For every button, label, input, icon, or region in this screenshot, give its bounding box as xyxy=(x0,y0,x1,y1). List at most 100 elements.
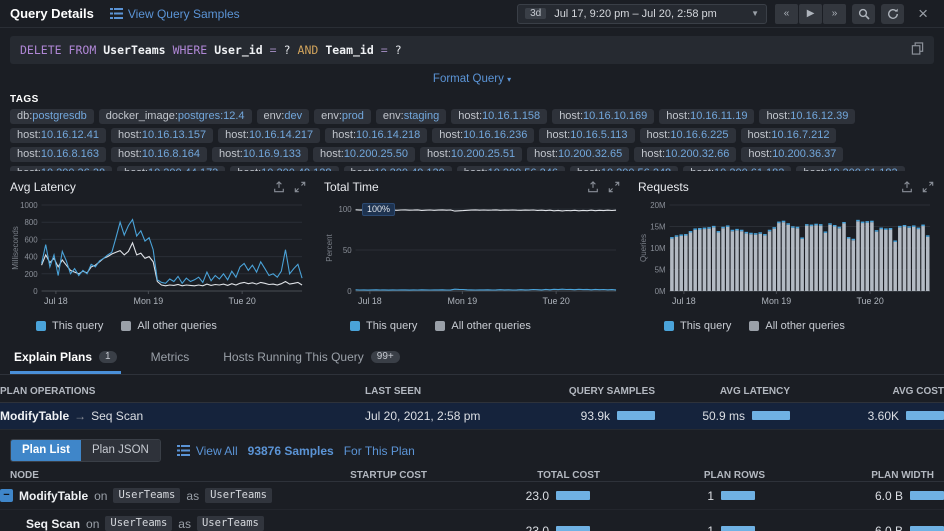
tag-pill[interactable]: host:10.16.12.41 xyxy=(10,128,106,143)
svg-text:15M: 15M xyxy=(650,222,665,231)
view-all-samples-link[interactable]: View All 93876 Samples For This Plan xyxy=(176,444,415,458)
tab-explain-plans[interactable]: Explain Plans 1 xyxy=(10,341,121,374)
query-samples-value: 93.9k xyxy=(580,409,610,423)
value-badge: 100% xyxy=(362,203,396,216)
legend-item[interactable]: This query xyxy=(36,320,103,332)
tag-pill[interactable]: host:10.200.49.129 xyxy=(343,166,452,171)
export-icon[interactable] xyxy=(273,181,285,193)
svg-text:Tue 20: Tue 20 xyxy=(542,296,569,306)
sql-token: AND xyxy=(297,43,319,57)
node-row-modifytable[interactable]: − ModifyTable on UserTeams as UserTeams … xyxy=(0,482,944,510)
collapse-toggle[interactable]: − xyxy=(0,489,13,502)
tag-pill[interactable]: host:10.16.8.164 xyxy=(110,147,207,162)
chevron-down-icon: ▼ xyxy=(751,9,760,18)
close-button[interactable]: × xyxy=(912,4,934,23)
zoom-button[interactable] xyxy=(852,3,876,24)
svg-text:600: 600 xyxy=(24,235,38,244)
tag-pill[interactable]: db:postgresdb xyxy=(10,109,94,124)
tag-pill[interactable]: host:10.200.36.37 xyxy=(741,147,844,162)
tag-pill[interactable]: env:dev xyxy=(256,109,310,124)
node-row-seqscan[interactable]: Seq Scan on UserTeams as UserTeams Filte… xyxy=(0,510,944,531)
time-range-select[interactable]: 3d Jul 17, 9:20 pm – Jul 20, 2:58 pm ▼ xyxy=(517,3,768,24)
chart-total-time: Total Time 0 50 100 Percent Jul 18 Mon 19 Tue … xyxy=(324,180,620,332)
refresh-icon xyxy=(887,8,898,19)
tag-pill[interactable]: host:10.200.44.173 xyxy=(117,166,226,171)
refresh-button[interactable] xyxy=(881,3,905,24)
plan-table-row[interactable]: ModifyTable → Seq Scan Jul 20, 2021, 2:58 … xyxy=(0,403,944,430)
export-icon[interactable] xyxy=(901,181,913,193)
tag-pill[interactable]: host:10.16.14.217 xyxy=(218,128,321,143)
tag-pill[interactable]: env:prod xyxy=(314,109,371,124)
keyword-as: as xyxy=(186,488,200,503)
svg-text:800: 800 xyxy=(24,218,38,227)
chart-legend: This query All other queries xyxy=(324,320,620,332)
copy-query-button[interactable] xyxy=(911,42,924,58)
expand-icon[interactable] xyxy=(922,181,934,193)
col-last-seen: LAST SEEN xyxy=(365,386,422,397)
tab-label: Hosts Running This Query xyxy=(223,350,364,364)
chart-canvas[interactable]: 0 50 100 Percent Jul 18 Mon 19 Tue 20 xyxy=(324,195,620,319)
step-forward-button[interactable]: » xyxy=(823,3,847,24)
legend-swatch xyxy=(350,321,360,331)
plan-op-name: ModifyTable xyxy=(0,409,70,423)
tag-pill[interactable]: host:10.16.8.163 xyxy=(10,147,106,162)
legend-item[interactable]: All other queries xyxy=(435,320,531,332)
expand-icon[interactable] xyxy=(608,181,620,193)
chart-title: Requests xyxy=(638,180,689,194)
plan-rows-bar xyxy=(721,490,755,500)
chart-canvas[interactable]: 0 200 400 600 800 1000 Milliseconds Jul 18 Mon 1… xyxy=(10,195,306,319)
svg-text:50: 50 xyxy=(343,246,352,255)
export-icon[interactable] xyxy=(587,181,599,193)
tag-pill[interactable]: host:10.16.6.225 xyxy=(639,128,736,143)
tag-pill[interactable]: host:10.200.25.50 xyxy=(312,147,416,162)
tag-pill[interactable]: host:10.16.13.157 xyxy=(110,128,214,143)
step-back-button[interactable]: « xyxy=(775,3,799,24)
tab-metrics[interactable]: Metrics xyxy=(147,341,194,374)
tag-pill[interactable]: docker_image:postgres:12.4 xyxy=(98,109,252,124)
tag-pill[interactable]: host:10.16.12.39 xyxy=(759,109,856,124)
legend-item[interactable]: All other queries xyxy=(749,320,845,332)
sql-token: = xyxy=(269,43,277,57)
tab-label: Explain Plans xyxy=(14,350,93,364)
sql-token: Team_id xyxy=(325,43,374,57)
plan-json-button[interactable]: Plan JSON xyxy=(80,440,160,461)
play-button[interactable]: ▶ xyxy=(799,3,823,24)
legend-item[interactable]: This query xyxy=(350,320,417,332)
tag-pill[interactable]: host:10.200.56.248 xyxy=(569,166,679,171)
tag-pill[interactable]: host:10.200.32.66 xyxy=(634,147,737,162)
tag-pill[interactable]: host:10.200.32.65 xyxy=(527,147,630,162)
tag-pill[interactable]: host:10.200.61.183 xyxy=(796,166,905,171)
col-plan-rows: PLAN ROWS xyxy=(703,470,765,481)
tag-pill[interactable]: host:10.16.14.218 xyxy=(325,128,428,143)
tag-pill[interactable]: host:10.16.7.212 xyxy=(740,128,837,143)
tag-pill[interactable]: host:10.16.5.113 xyxy=(539,128,635,143)
tags-label: TAGS xyxy=(10,94,39,105)
tag-pill[interactable]: host:10.16.16.236 xyxy=(432,128,535,143)
tag-pill[interactable]: env:staging xyxy=(375,109,447,124)
tag-pill[interactable]: host:10.16.10.169 xyxy=(552,109,655,124)
legend-item[interactable]: All other queries xyxy=(121,320,217,332)
col-plan-width: PLAN WIDTH xyxy=(871,470,934,481)
format-query-link[interactable]: Format Query ▾ xyxy=(432,73,512,85)
view-query-samples-link[interactable]: View Query Samples xyxy=(109,7,240,21)
tag-pill[interactable]: host:10.16.9.133 xyxy=(211,147,308,162)
tag-pill[interactable]: host:10.200.56.246 xyxy=(456,166,565,171)
tag-pill[interactable]: host:10.200.25.51 xyxy=(420,147,523,162)
svg-text:400: 400 xyxy=(24,253,38,262)
tag-pill[interactable]: host:10.200.49.128 xyxy=(230,166,339,171)
total-cost-bar xyxy=(556,526,590,531)
page-title: Query Details xyxy=(10,6,94,21)
plan-width-bar xyxy=(910,526,944,531)
svg-text:0M: 0M xyxy=(655,287,666,296)
chart-canvas[interactable]: 0M 5M 10M 15M 20M Queries Jul 18 Mon 19 Tue 20 xyxy=(638,195,934,319)
tab-hosts-running[interactable]: Hosts Running This Query 99+ xyxy=(219,341,403,374)
chart-legend: This query All other queries xyxy=(638,320,934,332)
tag-pill[interactable]: host:10.200.36.38 xyxy=(10,166,113,171)
tag-pill[interactable]: host:10.16.1.158 xyxy=(451,109,548,124)
plan-list-button[interactable]: Plan List xyxy=(11,440,81,461)
legend-item[interactable]: This query xyxy=(664,320,731,332)
expand-icon[interactable] xyxy=(294,181,306,193)
tag-pill[interactable]: host:10.200.61.182 xyxy=(683,166,792,171)
tab-label: Metrics xyxy=(150,350,190,364)
tag-pill[interactable]: host:10.16.11.19 xyxy=(659,109,755,124)
